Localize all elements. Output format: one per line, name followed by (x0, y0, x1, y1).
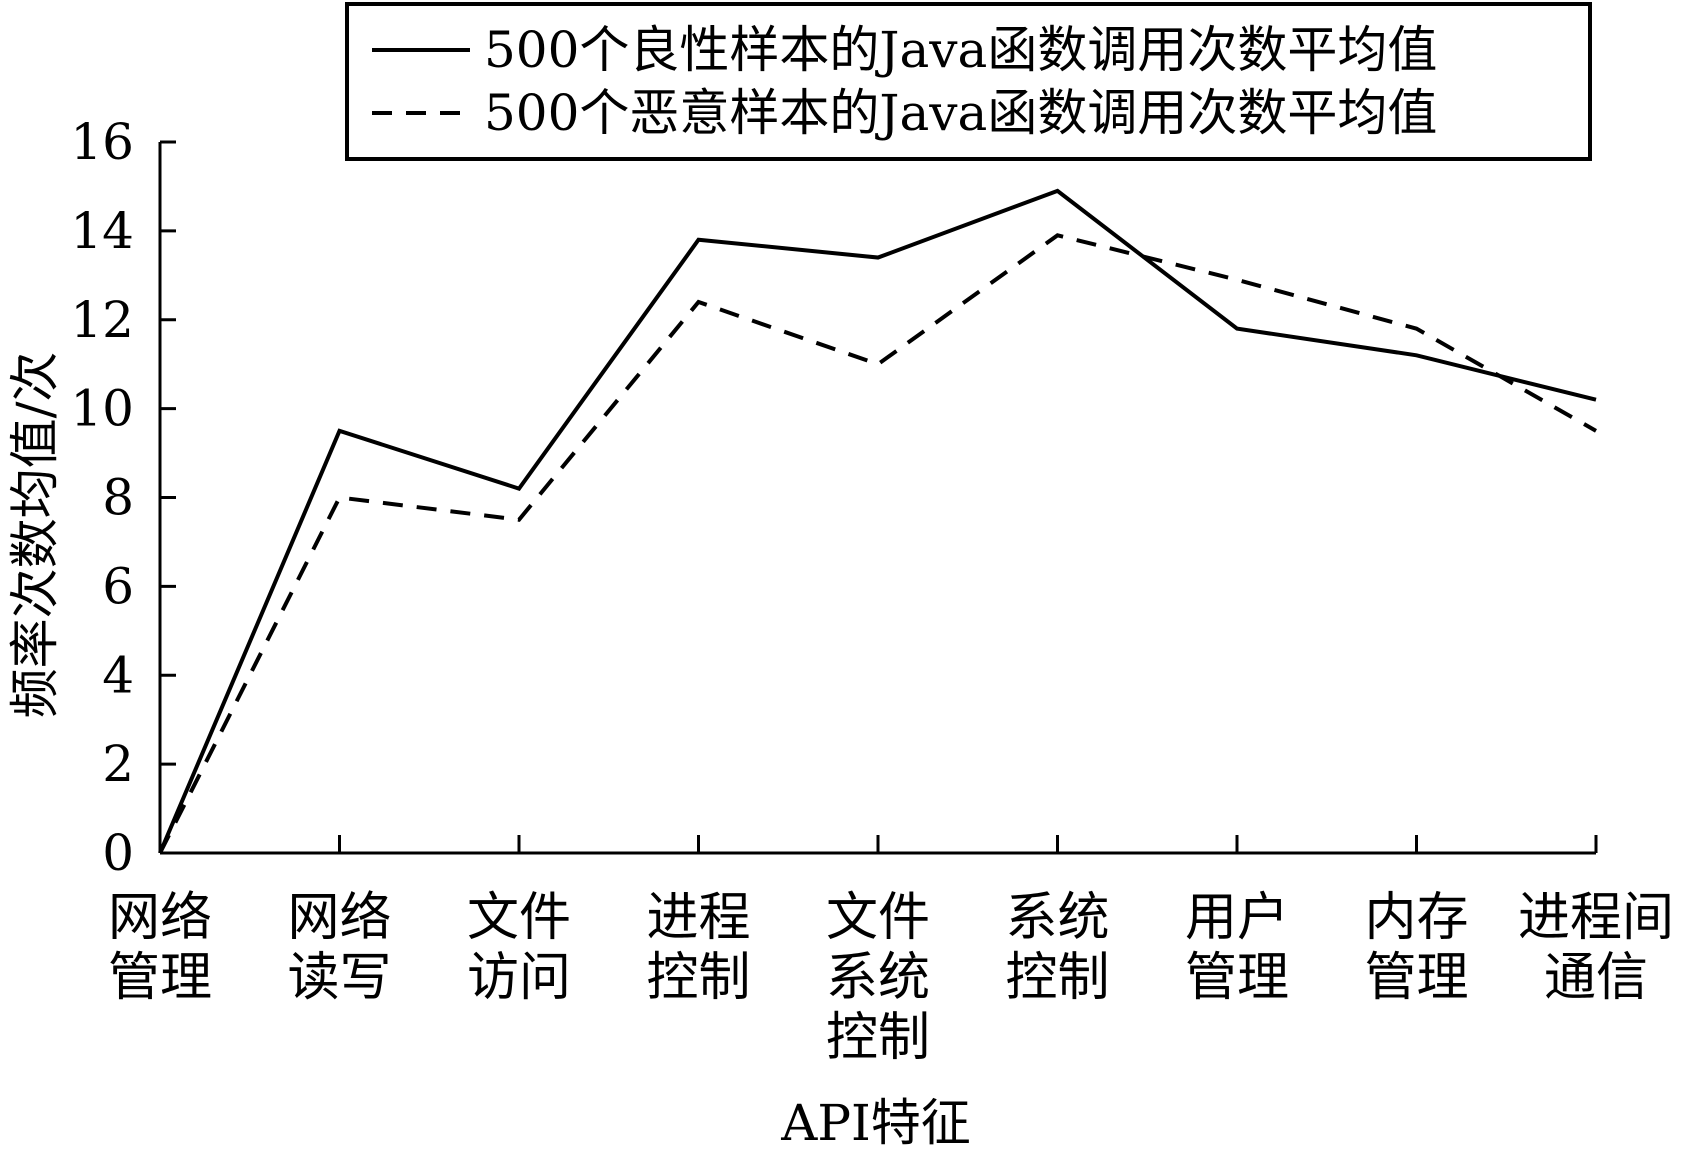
x-tick-label: 管理 (1364, 948, 1468, 1008)
x-tick-label: 文件 (826, 888, 930, 948)
y-tick-label: 14 (70, 202, 134, 260)
x-axis-title: API特征 (780, 1094, 971, 1152)
y-axis-title: 频率次数均值/次 (6, 352, 64, 719)
x-tick-label: 控制 (646, 948, 750, 1008)
y-tick-label: 12 (70, 291, 134, 349)
x-tick-label: 进程 (646, 888, 750, 948)
series-lines (158, 188, 1597, 854)
legend: 500个良性样本的Java函数调用次数平均值500个恶意样本的Java函数调用次… (345, 2, 1592, 161)
x-tick-label: 系统 (826, 948, 930, 1008)
x-tick-label: 控制 (826, 1008, 930, 1068)
legend-label: 500个良性样本的Java函数调用次数平均值 (484, 21, 1437, 79)
y-tick-label: 8 (102, 469, 134, 527)
y-tick-label: 6 (102, 557, 134, 615)
axes (158, 142, 1596, 855)
series-line-dashed (158, 233, 1597, 854)
x-tick-label: 系统 (1005, 888, 1109, 948)
y-tick-label: 2 (102, 735, 134, 793)
x-tick-label: 通信 (1544, 948, 1648, 1008)
x-tick-label: 管理 (1185, 948, 1289, 1008)
x-tick-label: 网络 (108, 888, 212, 948)
x-tick-label: 读写 (287, 948, 391, 1008)
x-tick-label: 访问 (467, 948, 571, 1008)
x-tick-label: 用户 (1185, 888, 1289, 948)
legend-box (345, 2, 1592, 161)
x-tick-label: 控制 (1005, 948, 1109, 1008)
x-tick-label: 文件 (467, 888, 571, 948)
x-tick-label: 进程间 (1518, 888, 1674, 948)
y-ticks: 0 2 4 6 8 10 12 14 16 (70, 113, 176, 882)
y-tick-label: 4 (102, 646, 134, 704)
x-tick-label: 内存 (1364, 888, 1468, 948)
x-tick-label: 管理 (108, 948, 212, 1008)
y-tick-label: 16 (70, 113, 134, 171)
x-tick-label: 网络 (287, 888, 391, 948)
legend-label: 500个恶意样本的Java函数调用次数平均值 (484, 84, 1437, 142)
y-tick-label: 0 (102, 824, 134, 882)
y-tick-label: 10 (70, 380, 134, 438)
series-line-solid (158, 188, 1597, 854)
